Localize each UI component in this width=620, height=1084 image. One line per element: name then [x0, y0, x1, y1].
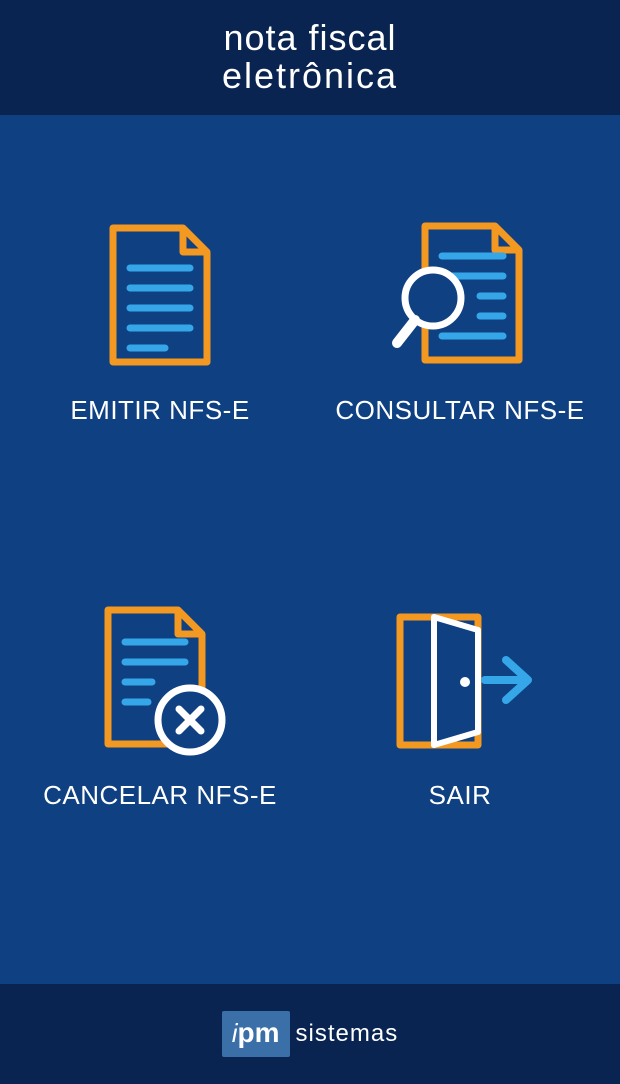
ipm-logo-pm: pm [238, 1017, 280, 1049]
header-title-line2: eletrônica [222, 56, 398, 96]
app-header: nota fiscal eletrônica [0, 0, 620, 115]
ipm-logo-text: sistemas [296, 1020, 399, 1048]
search-document-icon [385, 215, 535, 375]
cancel-document-icon [90, 600, 230, 760]
consult-nfse-button[interactable]: CONSULTAR NFS-E [310, 175, 610, 560]
emit-nfse-button[interactable]: EMITIR NFS-E [10, 175, 310, 560]
exit-door-icon [380, 600, 540, 760]
ipm-logo: ipm sistemas [222, 1011, 398, 1057]
exit-button[interactable]: SAIR [310, 560, 610, 945]
ipm-logo-box: ipm [222, 1011, 290, 1057]
cancel-nfse-label: CANCELAR NFS-E [43, 780, 277, 811]
emit-nfse-label: EMITIR NFS-E [70, 395, 249, 426]
consult-nfse-label: CONSULTAR NFS-E [335, 395, 584, 426]
emit-document-icon [95, 215, 225, 375]
exit-label: SAIR [429, 780, 492, 811]
main-menu: EMITIR NFS-E CONSULTAR NFS-E [0, 115, 620, 984]
header-title-line1: nota fiscal [223, 20, 396, 56]
app-footer: ipm sistemas [0, 984, 620, 1084]
cancel-nfse-button[interactable]: CANCELAR NFS-E [10, 560, 310, 945]
